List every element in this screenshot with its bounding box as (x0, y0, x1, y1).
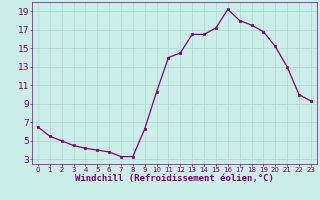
X-axis label: Windchill (Refroidissement éolien,°C): Windchill (Refroidissement éolien,°C) (75, 174, 274, 183)
